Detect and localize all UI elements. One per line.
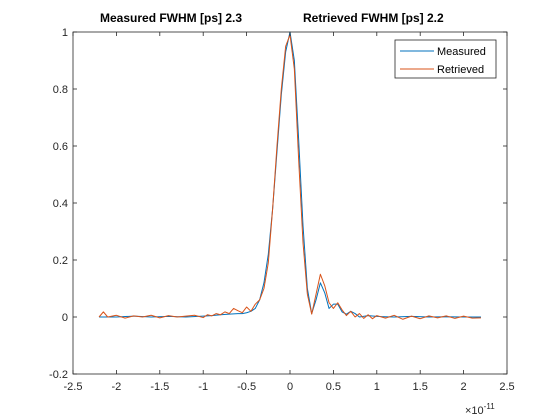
y-tick-label: 0 (62, 312, 68, 324)
x-tick-label: 2.5 (499, 381, 514, 393)
y-tick-label: 0.2 (53, 255, 68, 267)
legend-box (394, 39, 497, 79)
series-line-retrieved (98, 34, 481, 320)
series-layer (98, 31, 481, 320)
y-tick-label: 0.4 (53, 198, 68, 210)
x-tick-label: -2.5 (64, 381, 83, 393)
legend: Measured Retrieved (394, 39, 497, 79)
legend-label-retrieved: Retrieved (437, 64, 484, 76)
x-exponent-label: ×10-11 (465, 402, 495, 417)
axes-layer: -2.5 -2 -1.5 -1 -0.5 0 0.5 1 1.5 2 2.5 -0.2 0 0.2 0.4 0… (49, 27, 515, 393)
y-tick-label: 0.8 (53, 84, 68, 96)
x-tick-label: -0.5 (237, 381, 256, 393)
x-tick-label: -1 (198, 381, 208, 393)
y-tick-label: 1 (62, 27, 68, 39)
legend-label-measured: Measured (437, 46, 486, 58)
plot-area (73, 32, 507, 374)
chart-title-measured: Measured FWHM [ps] 2.3 (100, 11, 242, 25)
y-tick-label: 0.6 (53, 141, 68, 153)
x-tick-label: 0.5 (326, 381, 341, 393)
x-tick-label: -2 (112, 381, 122, 393)
x-exponent-base: ×10 (465, 405, 484, 417)
x-tick-label: -1.5 (150, 381, 169, 393)
x-tick-label: 2 (461, 381, 467, 393)
x-exponent-power: -11 (484, 402, 496, 411)
y-tick-label: -0.2 (49, 369, 68, 381)
x-tick-label: 1.5 (413, 381, 428, 393)
x-tick-label: 1 (374, 381, 380, 393)
x-tick-label: 0 (287, 381, 293, 393)
chart-title-retrieved: Retrieved FWHM [ps] 2.2 (303, 11, 444, 25)
